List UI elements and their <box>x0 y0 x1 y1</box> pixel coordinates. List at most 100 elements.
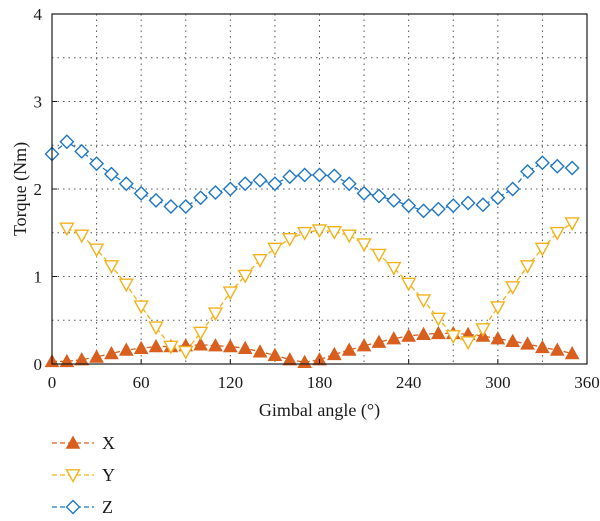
data-point-y <box>490 301 506 316</box>
data-point-z <box>103 166 119 182</box>
series-line-x <box>52 332 573 363</box>
y-tick-label: 3 <box>34 93 43 112</box>
legend-label-y: Y <box>102 465 115 485</box>
data-point-z <box>178 199 194 214</box>
series-line-y <box>66 222 573 353</box>
legend-marker-x <box>65 435 81 449</box>
axis-ticks: 0 60 120 180 240 300 360 0 1 2 3 4 <box>34 5 600 392</box>
data-point-y <box>415 294 432 309</box>
legend-marker-y <box>65 469 81 483</box>
data-point-y <box>505 281 521 295</box>
data-point-y <box>178 345 194 360</box>
data-point-z <box>371 188 387 204</box>
data-point-y <box>400 277 417 292</box>
data-point-x <box>118 342 134 356</box>
data-point-z <box>237 176 253 192</box>
data-point-z <box>401 198 417 214</box>
data-point-y <box>460 336 476 351</box>
data-point-x <box>193 337 208 351</box>
data-point-y <box>296 226 313 241</box>
legend-item-z: Z <box>52 497 113 517</box>
data-point-z <box>490 190 506 206</box>
x-tick-label: 60 <box>133 373 150 392</box>
legend-item-x: X <box>52 433 115 453</box>
series-x <box>44 325 580 368</box>
data-point-x <box>252 344 268 358</box>
x-tick-label: 300 <box>485 373 511 392</box>
data-point-z <box>297 167 313 183</box>
data-point-z <box>534 155 550 171</box>
y-tick-label: 2 <box>34 180 43 199</box>
legend-label-z: Z <box>102 497 113 517</box>
data-point-y <box>148 321 164 336</box>
series-y <box>59 217 580 360</box>
data-point-x <box>490 331 506 345</box>
data-point-y <box>564 217 580 232</box>
data-point-y <box>549 226 565 241</box>
data-point-z <box>222 181 238 197</box>
data-point-z <box>118 176 134 192</box>
data-point-z <box>193 190 209 206</box>
data-point-y <box>445 330 461 344</box>
data-point-y <box>341 229 357 244</box>
data-point-x <box>431 325 446 340</box>
data-point-x <box>104 345 119 360</box>
data-point-z <box>416 203 432 219</box>
data-point-z <box>148 192 164 208</box>
data-point-z <box>312 167 327 183</box>
data-point-z <box>341 176 357 192</box>
data-point-y <box>74 229 90 244</box>
data-point-z <box>356 185 372 201</box>
data-point-y <box>475 323 491 337</box>
x-tick-label: 360 <box>574 373 600 392</box>
data-point-x <box>341 342 357 356</box>
data-point-y <box>207 307 224 322</box>
legend-marker-z <box>65 499 81 515</box>
data-point-y <box>118 278 134 293</box>
y-tick-label: 4 <box>34 5 43 24</box>
data-point-z <box>89 156 105 172</box>
data-point-x <box>74 352 90 366</box>
x-tick-label: 0 <box>48 373 57 392</box>
data-point-z <box>74 143 90 159</box>
data-point-x <box>312 352 327 366</box>
data-point-z <box>564 160 580 176</box>
data-point-x <box>564 345 580 360</box>
data-point-z <box>133 185 149 201</box>
data-point-z <box>549 158 565 174</box>
data-point-x <box>282 352 298 366</box>
data-point-y <box>222 286 239 301</box>
x-axis-title: Gimbal angle (°) <box>259 400 380 421</box>
legend-item-y: Y <box>52 465 115 485</box>
data-point-x <box>267 347 283 361</box>
data-point-z <box>505 181 521 197</box>
data-point-x <box>237 340 253 354</box>
data-point-x <box>89 349 104 363</box>
data-point-x <box>386 331 402 345</box>
data-point-x <box>549 342 565 356</box>
y-tick-label: 0 <box>34 355 43 374</box>
data-point-y <box>59 222 75 237</box>
data-point-x <box>327 346 342 361</box>
data-point-y <box>386 261 402 276</box>
data-point-z <box>267 176 283 192</box>
legend: XYZ <box>52 433 115 517</box>
data-point-z <box>326 168 342 184</box>
data-point-z <box>445 198 461 214</box>
data-point-y <box>163 340 179 355</box>
data-point-y <box>326 225 343 240</box>
x-tick-label: 120 <box>218 373 244 392</box>
data-point-z <box>282 169 298 185</box>
data-point-x <box>356 338 372 352</box>
data-point-y <box>192 326 209 341</box>
data-point-x <box>148 338 164 353</box>
data-point-z <box>430 201 446 217</box>
data-point-y <box>519 260 536 274</box>
data-point-z <box>252 172 268 188</box>
y-axis-title: Torque (Nm) <box>10 142 31 236</box>
data-point-y <box>356 238 372 253</box>
data-point-y <box>282 232 298 247</box>
data-point-x <box>133 340 149 354</box>
data-point-x <box>520 336 535 350</box>
